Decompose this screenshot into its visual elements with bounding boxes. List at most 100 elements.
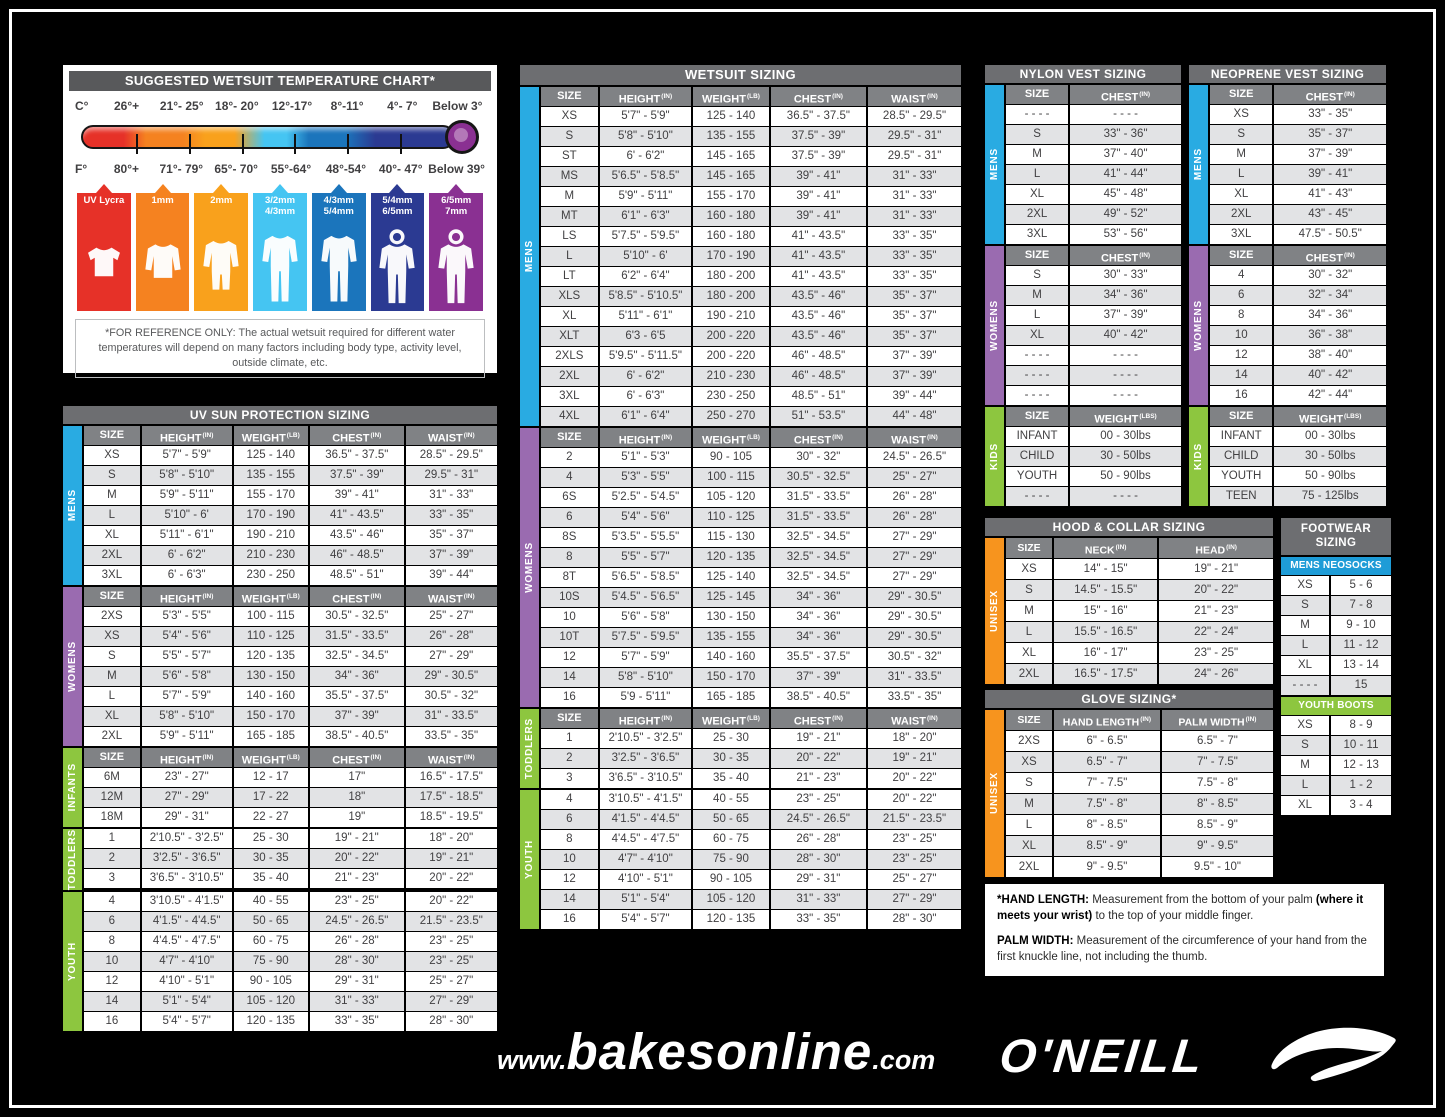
table-cell: 9" - 9.5" (1161, 836, 1273, 856)
table-cell: 4'10" - 5'1" (599, 870, 692, 889)
celsius-value: 21°- 25° (159, 98, 204, 113)
table-cell: 2XL (84, 546, 140, 565)
table-cell: 36.5" - 37.5" (770, 107, 867, 126)
table-cell: L (1281, 635, 1329, 655)
section-band: MENS (520, 87, 539, 426)
table-cell: 33.5" - 35" (405, 727, 497, 746)
table-cell: M (84, 486, 140, 505)
table-cell: 29" - 30.5" (868, 628, 961, 647)
table-cell: XS (1210, 105, 1273, 124)
table-cell: 150 - 170 (233, 707, 308, 726)
table-cell: M (1006, 794, 1052, 814)
table-cell: 7.5" - 8" (1054, 794, 1160, 814)
hand-length-bold: (where it meets your wrist) (997, 894, 1364, 922)
table-cell: 39" - 44" (405, 566, 497, 585)
table-cell: 3'10.5" - 4'1.5" (141, 892, 232, 912)
table-cell: 35" - 37" (405, 526, 497, 545)
column-header: SIZE (1210, 246, 1273, 265)
table-cell: 23" - 25" (868, 850, 961, 869)
table-cell: 46" - 48.5" (770, 367, 867, 386)
column-header: CHEST(IN) (1274, 246, 1386, 265)
table-cell: XLS (541, 287, 598, 306)
table-cell: 9" - 9.5" (1054, 857, 1160, 877)
table-cell: 5'9.5" - 5'11.5" (599, 347, 692, 366)
table-cell: - - - - (1070, 366, 1181, 385)
column-header: SIZE (1210, 407, 1273, 426)
table-cell: 5'9 - 5'11" (599, 688, 692, 707)
table-cell: 30" - 32" (1274, 266, 1386, 285)
table-cell: M (1210, 145, 1273, 164)
table-cell: CHILD (1006, 447, 1069, 466)
table-cell: 27" - 29" (868, 890, 961, 909)
table-section-kids: KIDS SIZE WEIGHT(LBS) INFANT 00 - 30lbs CHILD… (1189, 407, 1386, 506)
section-grid: SIZE WEIGHT(LBS) INFANT 00 - 30lbs CHILD 30 -… (1210, 407, 1386, 506)
table-cell: 155 - 170 (693, 187, 769, 206)
table-cell: 37" - 39" (1070, 306, 1181, 325)
table-cell: 37" - 39" (868, 347, 961, 366)
table-cell: 40 - 55 (693, 790, 769, 809)
table-cell: 33.5" - 35" (868, 688, 961, 707)
table-cell: 43.5" - 46" (770, 287, 867, 306)
table-cell: 34" - 36" (770, 588, 867, 607)
thermometer-tick (188, 134, 191, 154)
table-cell: 8T (541, 568, 598, 587)
table-cell: 8 (541, 830, 598, 849)
thickness-label: 5/4mm 6/5mm (382, 195, 413, 217)
column-header: CHEST(IN) (1274, 85, 1386, 104)
table-cell: 2'10.5" - 3'2.5" (599, 729, 692, 748)
table-section-unisex: UNISEX SIZE HAND LENGTH(IN) PALM WIDTH(IN) 2… (985, 710, 1273, 877)
table-cell: 25 - 30 (233, 829, 308, 848)
table-cell: 125 - 140 (693, 568, 769, 587)
table-cell: 29.5" - 31" (868, 147, 961, 166)
table-cell: 18M (84, 808, 140, 827)
table-cell: 105 - 120 (233, 992, 308, 1012)
column-header: WAIST(IN) (868, 428, 961, 447)
table-cell: XS (1006, 752, 1052, 772)
table-cell: 33" - 36" (1070, 125, 1181, 144)
table-cell: 38" - 40" (1274, 346, 1386, 365)
table-cell: 180 - 200 (693, 287, 769, 306)
section-band: KIDS (985, 407, 1004, 506)
table-cell: 135 - 155 (693, 628, 769, 647)
table-cell: 12 (541, 648, 598, 667)
table-cell: XL (541, 307, 598, 326)
thickness-label: 2mm (210, 195, 233, 206)
table-cell: 40 - 55 (233, 892, 308, 912)
table-cell: 2XL (1006, 664, 1052, 684)
section-grid: SIZE HAND LENGTH(IN) PALM WIDTH(IN) 2XS 6" -… (1006, 710, 1273, 877)
table-cell: 210 - 230 (233, 546, 308, 565)
uv-sun-protection-table: UV SUN PROTECTION SIZING MENS SIZE HEIGHT(I… (63, 406, 497, 1034)
table-cell: 28" - 30" (770, 850, 867, 869)
suit-column: 4/3mm 5/4mm (311, 184, 366, 311)
column-header: WAIST(IN) (868, 87, 961, 106)
fullsuit-figure-icon (318, 218, 360, 311)
section-band: YOUTH (63, 892, 82, 1032)
celsius-value: 4°- 7° (387, 98, 418, 113)
table-cell: 29" - 31" (309, 972, 404, 992)
table-cell: 37.5" - 39" (770, 127, 867, 146)
table-cell: 27" - 29" (868, 528, 961, 547)
table-cell: 190 - 210 (233, 526, 308, 545)
table-cell: 35.5" - 37.5" (309, 687, 404, 706)
table-cell: S (84, 466, 140, 485)
table-cell: 5'7" - 5'9" (141, 687, 232, 706)
column-header: WEIGHT(LB) (693, 709, 769, 728)
table-cell: 1 - 2 (1331, 775, 1391, 795)
suit-block: 3/2mm 4/3mm (253, 193, 307, 311)
table-cell: 20" - 22" (1159, 580, 1273, 600)
table-cell: XL (1006, 643, 1052, 663)
table-cell: 45" - 48" (1070, 185, 1181, 204)
section-label: UNISEX (989, 772, 1000, 815)
oneill-wave-icon (1268, 1026, 1400, 1089)
section-grid: SIZE HEIGHT(IN) WEIGHT(LB) CHEST(IN) WAIST(I… (541, 87, 961, 426)
table-cell: 120 - 135 (233, 647, 308, 666)
thermometer-tick (241, 134, 244, 154)
table-cell: S (1210, 125, 1273, 144)
table-cell: 165 - 185 (693, 688, 769, 707)
table-title: FOOTWEAR SIZING (1281, 518, 1391, 555)
table-cell: 14 (541, 890, 598, 909)
suit-column: 1mm (135, 184, 190, 311)
wetsuit-sizing-table: WETSUIT SIZING MENS SIZE HEIGHT(IN) WEIGHT(L… (520, 65, 961, 931)
table-cell: 3'2.5" - 3'6.5" (599, 749, 692, 768)
column-header: WEIGHT(LB) (233, 587, 308, 606)
